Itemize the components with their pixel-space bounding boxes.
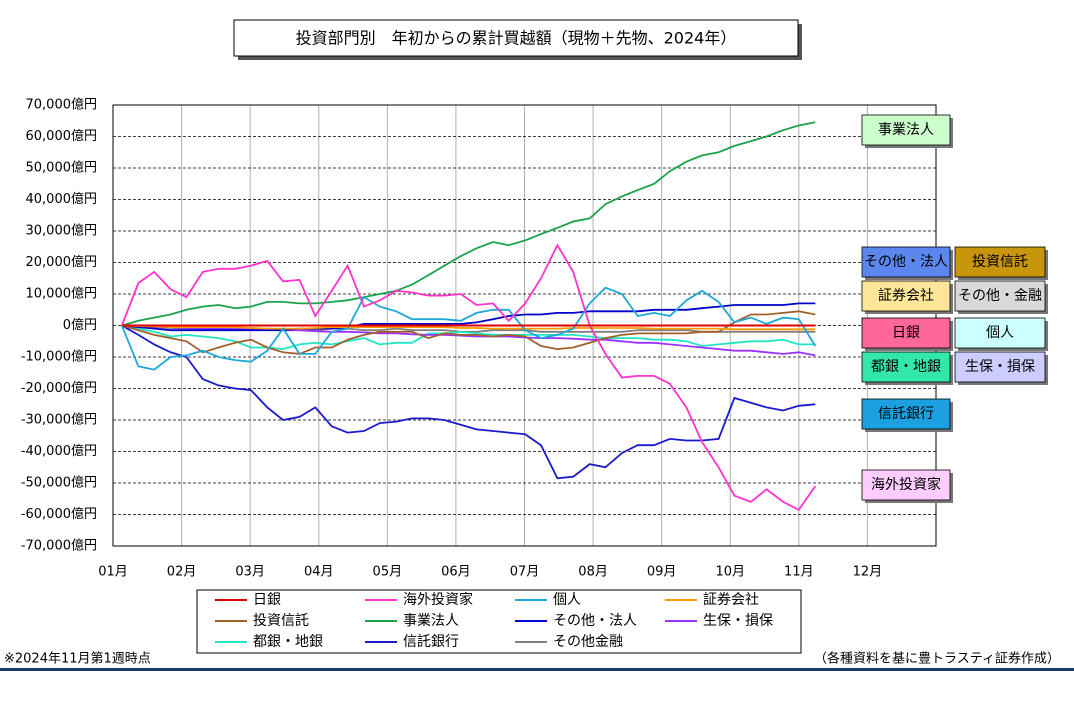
- y-tick-label: -70,000億円: [21, 538, 97, 554]
- annotation-label: 都銀・地銀: [871, 359, 941, 375]
- annotation-box: [861, 114, 951, 146]
- series-line: [121, 302, 816, 332]
- y-tick-label: -50,000億円: [21, 475, 97, 491]
- y-tick-label: -40,000億円: [21, 443, 97, 459]
- x-tick-label: 03月: [235, 565, 265, 580]
- series-line: [121, 243, 817, 511]
- y-tick-label: 0億円: [63, 317, 97, 333]
- annotation-box: [954, 280, 1046, 312]
- x-tick-label: 04月: [304, 565, 334, 580]
- y-tick-label: -60,000億円: [21, 506, 97, 522]
- annotation-box: [954, 246, 1046, 278]
- x-tick-label: 11月: [784, 565, 814, 580]
- footnote: ※2024年11月第1週時点: [4, 652, 151, 667]
- annotation-box: [861, 351, 951, 383]
- y-tick-label: -30,000億円: [21, 412, 97, 428]
- legend-label: 海外投資家: [403, 591, 473, 608]
- annotation-label: その他・法人: [864, 254, 948, 270]
- legend-label: 投資信託: [253, 613, 309, 629]
- legend-label: 都銀・地銀: [253, 634, 323, 650]
- y-tick-label: 30,000億円: [26, 223, 98, 239]
- y-tick-label: 50,000億円: [26, 160, 98, 176]
- legend-label: 事業法人: [403, 613, 459, 629]
- x-tick-label: 06月: [441, 565, 471, 580]
- series-line: [121, 324, 816, 480]
- series-line: [121, 324, 816, 357]
- x-tick-label: 01月: [98, 565, 128, 580]
- annotation-label: 証券会社: [878, 288, 934, 304]
- annotation-label: 個人: [986, 325, 1014, 341]
- y-tick-label: 60,000億円: [26, 128, 98, 144]
- source-note: （各種資料を基に豊トラスティ証券作成）: [814, 651, 1060, 667]
- annotation-label: 海外投資家: [871, 476, 941, 493]
- annotation-label: 信託銀行: [878, 406, 934, 422]
- x-tick-label: 10月: [715, 565, 745, 580]
- annotation-box: [861, 317, 951, 349]
- annotation-label: 日銀: [892, 325, 920, 341]
- series-line: [121, 324, 816, 331]
- legend-label: その他金融: [553, 634, 623, 650]
- y-tick-label: -10,000億円: [21, 349, 97, 365]
- legend-label: 証券会社: [703, 592, 759, 608]
- y-tick-label: 70,000億円: [26, 97, 98, 113]
- title-box: [233, 19, 799, 57]
- annotation-box: [954, 317, 1046, 349]
- x-tick-label: 02月: [167, 565, 197, 580]
- annotation-label: 事業法人: [878, 122, 934, 138]
- x-tick-label: 09月: [647, 565, 677, 580]
- annotation-box: [861, 469, 951, 501]
- legend-box: [196, 589, 802, 654]
- x-tick-label: 05月: [373, 565, 403, 580]
- legend-label: 生保・損保: [703, 613, 773, 629]
- y-tick-label: 40,000億円: [26, 191, 98, 207]
- legend-label: 信託銀行: [403, 634, 459, 650]
- bottom-rule: [0, 668, 1074, 671]
- annotation-label: 投資信託: [972, 254, 1028, 270]
- x-tick-label: 12月: [853, 565, 883, 580]
- legend-label: 個人: [553, 592, 581, 608]
- annotation-label: その他・金融: [958, 288, 1042, 304]
- chart-title: 投資部門別 年初からの累計買越額（現物＋先物、2024年）: [296, 29, 737, 48]
- y-tick-label: 20,000億円: [26, 254, 98, 270]
- annotation-label: 生保・損保: [965, 359, 1035, 375]
- series-line: [121, 121, 816, 327]
- annotation-box: [954, 351, 1046, 383]
- x-tick-label: 07月: [510, 565, 540, 580]
- annotation-box: [861, 280, 951, 312]
- y-tick-label: 10,000億円: [26, 286, 98, 302]
- series-line: [121, 310, 816, 355]
- legend-label: 日銀: [253, 592, 281, 608]
- annotation-box: [861, 246, 951, 278]
- series-line: [121, 286, 817, 371]
- x-tick-label: 08月: [578, 565, 608, 580]
- legend-label: その他・法人: [553, 613, 637, 629]
- y-tick-label: -20,000億円: [21, 380, 97, 396]
- annotation-box: [861, 398, 951, 430]
